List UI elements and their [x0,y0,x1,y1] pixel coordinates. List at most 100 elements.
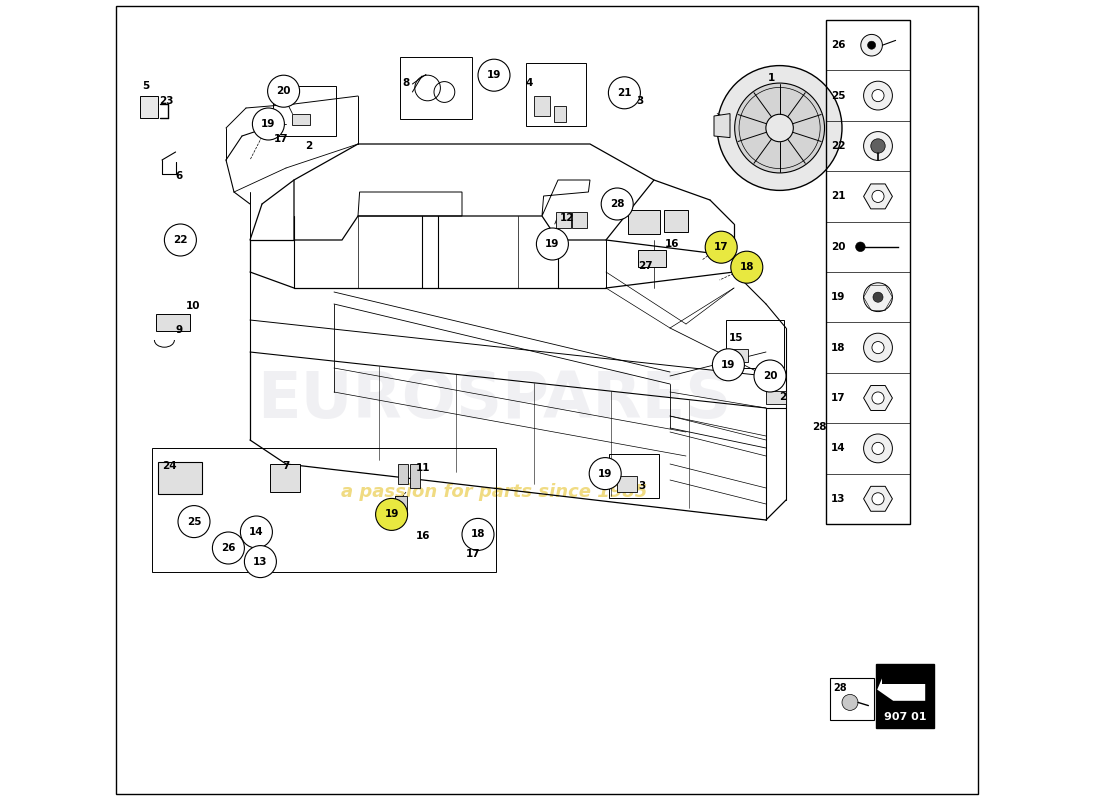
Text: 19: 19 [598,469,613,478]
Polygon shape [766,391,786,404]
Circle shape [212,532,244,564]
Circle shape [864,434,892,462]
Text: 25: 25 [830,90,845,101]
Text: 28: 28 [609,199,625,209]
Text: 19: 19 [722,360,736,370]
Polygon shape [534,96,550,116]
Circle shape [608,77,640,109]
Circle shape [267,75,299,107]
Text: 9: 9 [176,325,183,334]
Text: 12: 12 [560,214,574,223]
Circle shape [864,82,892,110]
Polygon shape [714,114,730,138]
Circle shape [730,251,762,283]
Text: 17: 17 [714,242,728,252]
Polygon shape [158,462,202,494]
Circle shape [478,59,510,91]
Circle shape [872,190,884,202]
Circle shape [537,228,569,260]
Text: 13: 13 [253,557,267,566]
Circle shape [871,138,886,154]
Circle shape [872,90,884,102]
Text: 23: 23 [160,96,174,106]
Polygon shape [864,486,892,511]
Text: 4: 4 [525,78,532,88]
Text: 14: 14 [249,527,264,537]
Text: 14: 14 [830,443,846,454]
Text: 20: 20 [276,86,290,96]
Circle shape [244,546,276,578]
Text: 11: 11 [416,463,430,473]
Text: 2: 2 [779,392,786,402]
Polygon shape [638,250,666,267]
Polygon shape [270,464,300,492]
Polygon shape [141,96,158,118]
Text: 907 01: 907 01 [883,712,926,722]
Text: 3: 3 [638,481,646,490]
Text: 5: 5 [142,82,150,91]
Circle shape [864,334,892,362]
Polygon shape [395,496,407,516]
Text: 16: 16 [416,531,430,541]
Polygon shape [572,212,586,228]
Text: 27: 27 [638,261,652,270]
Circle shape [766,114,793,142]
Text: 19: 19 [384,510,399,519]
Circle shape [705,231,737,263]
Text: 18: 18 [830,342,845,353]
Circle shape [713,349,745,381]
Circle shape [754,360,786,392]
Text: 2: 2 [305,141,312,150]
Text: 21: 21 [617,88,631,98]
Circle shape [842,694,858,710]
Polygon shape [628,210,660,234]
Polygon shape [663,210,688,232]
Polygon shape [864,184,892,209]
Polygon shape [877,678,925,701]
Text: 8: 8 [403,78,410,88]
Polygon shape [398,464,408,484]
Text: 19: 19 [487,70,502,80]
Circle shape [375,498,408,530]
Text: 17: 17 [274,134,288,144]
Circle shape [735,83,825,173]
Text: 3: 3 [637,96,644,106]
Text: 25: 25 [187,517,201,526]
Text: 17: 17 [830,393,846,403]
Polygon shape [876,664,934,728]
Text: 20: 20 [830,242,845,252]
Circle shape [178,506,210,538]
Circle shape [164,224,197,256]
Text: 1: 1 [768,74,774,83]
Polygon shape [554,106,566,122]
Text: EUROSPARES: EUROSPARES [257,369,732,431]
Text: 28: 28 [813,422,827,432]
Text: 7: 7 [282,461,289,470]
Text: 24: 24 [162,461,177,470]
Polygon shape [410,464,419,488]
Polygon shape [733,349,748,362]
Polygon shape [617,476,637,492]
Text: 19: 19 [546,239,560,249]
Text: 20: 20 [762,371,778,381]
Text: 21: 21 [830,191,845,202]
Text: 13: 13 [830,494,845,504]
Text: 22: 22 [173,235,188,245]
Circle shape [868,41,876,50]
Circle shape [864,131,892,160]
Circle shape [717,66,842,190]
Circle shape [856,242,866,251]
Text: 16: 16 [664,239,679,249]
Circle shape [864,283,892,312]
Circle shape [590,458,621,490]
Polygon shape [864,386,892,410]
Text: 15: 15 [729,333,744,342]
Circle shape [861,34,882,56]
Text: 10: 10 [186,301,200,310]
Text: 18: 18 [739,262,755,272]
Polygon shape [557,212,571,228]
Polygon shape [156,314,190,331]
Text: 28: 28 [833,683,847,693]
Circle shape [873,292,883,302]
Text: 26: 26 [830,40,845,50]
